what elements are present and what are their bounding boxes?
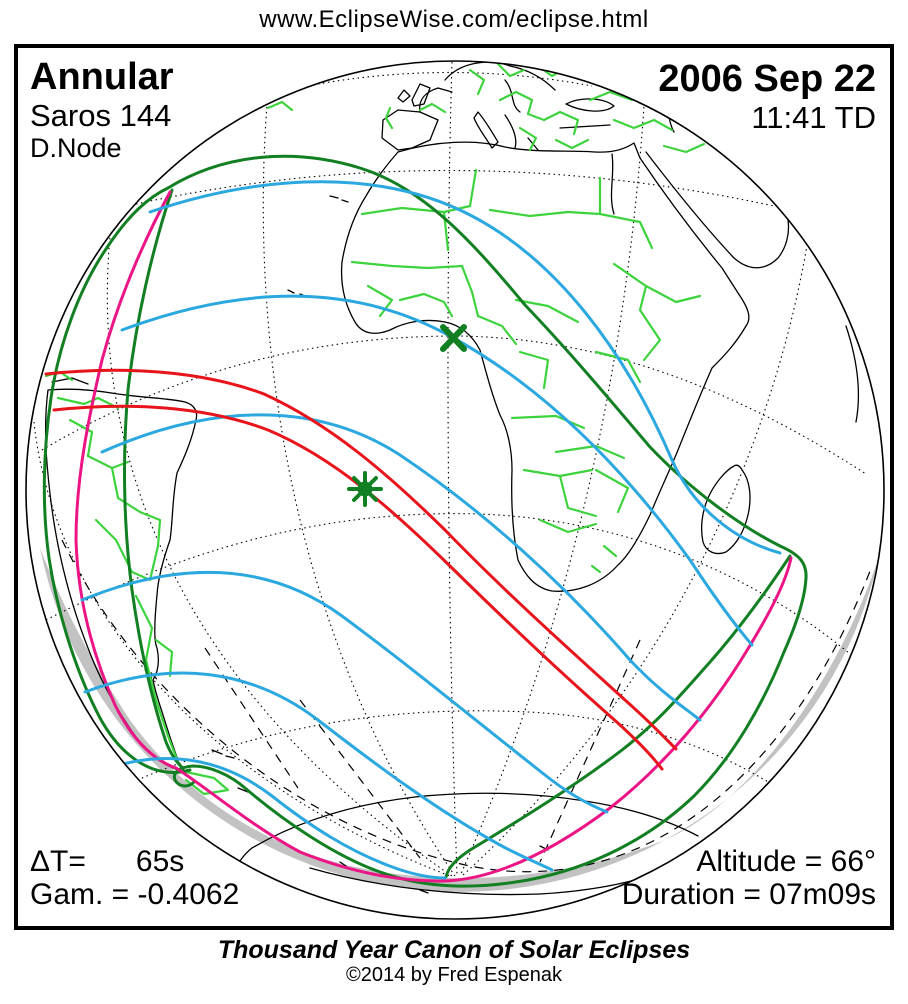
eclipse-type-label: Annular <box>30 56 174 98</box>
east-rise-set-green <box>444 554 792 879</box>
eclipse-info-top-right: 2006 Sep 22 11:41 TD <box>658 58 876 135</box>
antarctica-coast <box>251 792 699 849</box>
x-marker <box>440 324 467 352</box>
south-america-coast <box>44 388 198 773</box>
africa-coast <box>340 141 750 592</box>
saros-label: Saros 144 <box>30 97 172 133</box>
canon-title: Thousand Year Canon of Solar Eclipses <box>217 936 691 964</box>
central-path-red-curves <box>44 368 678 771</box>
copyright-line: ©2014 by Fred Espenak <box>346 964 562 986</box>
eclipse-info-bottom-left: ΔT= 65s Gam. = -0.4062 <box>30 845 239 912</box>
gamma-value: Gam. = -0.4062 <box>30 878 240 912</box>
altitude-value: Altitude = 66° <box>696 844 876 878</box>
blue-isolines <box>80 180 782 880</box>
central-path-north-limit <box>44 368 678 751</box>
asterisk-marker <box>347 471 383 507</box>
eclipse-time: 11:41 TD <box>751 99 876 135</box>
eclipse-info-top-left: Annular Saros 144 D.Node <box>30 56 174 164</box>
delta-t-value: ΔT= 65s <box>30 844 185 878</box>
west-rise-set-green <box>123 188 185 770</box>
duration-value: Duration = 07m09s <box>621 878 876 912</box>
penumbral-envelope <box>166 154 808 888</box>
eclipse-info-bottom-right: Altitude = 66° Duration = 07m09s <box>622 845 876 912</box>
country-borders <box>44 62 792 796</box>
terminator-dashes <box>61 539 873 873</box>
night-shading <box>40 548 879 892</box>
url-caption: www.EclipseWise.com/eclipse.html <box>259 6 649 33</box>
central-path-south-limit <box>52 404 664 771</box>
node-label: D.Node <box>30 133 122 164</box>
outer-limit-green-curves <box>42 154 808 888</box>
coastlines <box>44 61 860 896</box>
graticule <box>33 61 867 877</box>
eclipse-date: 2006 Sep 22 <box>658 58 876 100</box>
west-limb-limit <box>42 186 192 774</box>
globe-limb <box>25 60 885 920</box>
madagascar-coast <box>701 464 751 555</box>
magenta-rise-set-curve <box>74 190 793 883</box>
